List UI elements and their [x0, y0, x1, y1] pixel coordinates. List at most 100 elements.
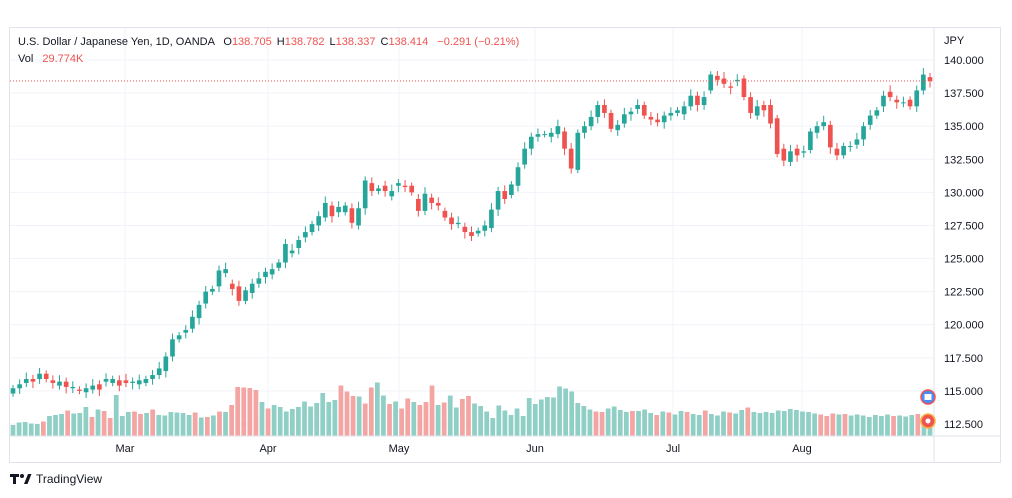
candle-body	[582, 126, 587, 133]
candle-body	[309, 224, 315, 233]
candle-body	[801, 151, 807, 153]
candle-body	[276, 262, 282, 268]
price-tick-label: 122.500	[944, 287, 984, 299]
candle-body	[595, 105, 601, 117]
volume-bar	[460, 399, 465, 436]
candle-body	[176, 335, 182, 340]
candle-body	[489, 209, 494, 229]
candle-body	[23, 378, 29, 383]
volume-bar	[387, 404, 392, 436]
candle-body	[123, 380, 129, 383]
candle	[582, 121, 587, 139]
legend-ohlc: U.S. Dollar / Japanese Yen, 1D, OANDA O1…	[18, 36, 520, 48]
candle	[10, 384, 16, 397]
candle-body	[342, 205, 348, 213]
candle	[788, 144, 793, 167]
candle-body	[641, 105, 647, 116]
price-tick-label: 130.000	[944, 187, 984, 199]
candle-body	[283, 243, 288, 263]
volume-bar	[113, 395, 119, 436]
candle	[429, 193, 434, 210]
footer-branding[interactable]: TradingView	[10, 472, 102, 486]
candle-body	[30, 378, 36, 382]
candle-body	[396, 183, 401, 186]
candle	[641, 101, 647, 119]
candle	[103, 373, 109, 387]
candle-body	[754, 106, 760, 116]
candle-body	[203, 291, 209, 304]
volume-bar	[557, 386, 562, 436]
candle	[43, 370, 49, 383]
candle	[914, 85, 920, 113]
candle	[881, 90, 886, 113]
volume-bar	[447, 395, 453, 436]
currency-label: JPY	[944, 35, 965, 47]
volume-bar	[526, 398, 532, 436]
candle-body	[761, 105, 767, 111]
candle	[555, 119, 561, 139]
candle-body	[369, 183, 375, 192]
candle-body	[887, 91, 893, 98]
legend-low-label: L	[329, 36, 336, 48]
candle-body	[568, 148, 574, 169]
candle	[602, 99, 607, 118]
candle-body	[788, 151, 793, 162]
candle	[927, 73, 933, 88]
price-tick-label: 140.000	[944, 55, 984, 67]
candle-body	[914, 90, 920, 107]
volume-bar	[672, 414, 678, 436]
candle	[382, 180, 388, 197]
legend-symbol: U.S. Dollar / Japanese Yen	[18, 36, 150, 48]
volume-bar	[842, 414, 848, 436]
candle	[349, 203, 355, 229]
volume-bar	[721, 411, 726, 436]
candle	[369, 177, 375, 196]
volume-bar	[830, 413, 836, 436]
volume-bar	[247, 388, 253, 436]
candle-body	[502, 191, 508, 199]
axis-badges[interactable]	[920, 389, 936, 429]
candle-body	[77, 389, 82, 391]
legend-close-value: 138.414	[388, 36, 429, 48]
candle-body	[17, 384, 22, 389]
volume-bar	[89, 417, 95, 436]
volume-bar	[800, 411, 805, 436]
candle-body	[57, 381, 62, 386]
candle-body	[422, 193, 428, 211]
candles	[10, 68, 933, 398]
volume-bar	[466, 396, 471, 436]
legend-high-label: H	[276, 36, 285, 48]
volume-bar	[53, 415, 58, 436]
volume-bar	[65, 410, 71, 436]
volume-bar	[223, 412, 228, 436]
volume-bar	[423, 402, 429, 436]
volume-bar	[83, 407, 89, 436]
candle-body	[156, 368, 162, 376]
candle	[867, 109, 873, 130]
volume-bar	[702, 410, 708, 436]
candle	[535, 128, 541, 142]
axes: 112.500 115.000 117.500 120.000 122.500 125.0…	[10, 28, 1000, 462]
candle	[768, 99, 773, 129]
volume-bar	[107, 418, 113, 436]
candle	[808, 128, 813, 154]
candle	[17, 379, 22, 394]
candle	[907, 96, 913, 110]
volume-bar	[514, 408, 520, 436]
candle-body	[901, 102, 906, 104]
volume-bar	[490, 418, 496, 436]
volume-bar	[909, 415, 915, 436]
candle	[229, 279, 235, 296]
candle	[894, 95, 900, 109]
candle-body	[190, 316, 195, 329]
candle	[595, 100, 601, 124]
volume-bar	[733, 413, 739, 436]
candle	[568, 142, 574, 174]
volume-bar	[739, 410, 745, 436]
volume-bar	[787, 409, 793, 436]
candle	[841, 142, 846, 159]
candle-body	[535, 134, 541, 137]
candle-body	[695, 95, 700, 106]
time-tick-label: May	[389, 443, 410, 455]
